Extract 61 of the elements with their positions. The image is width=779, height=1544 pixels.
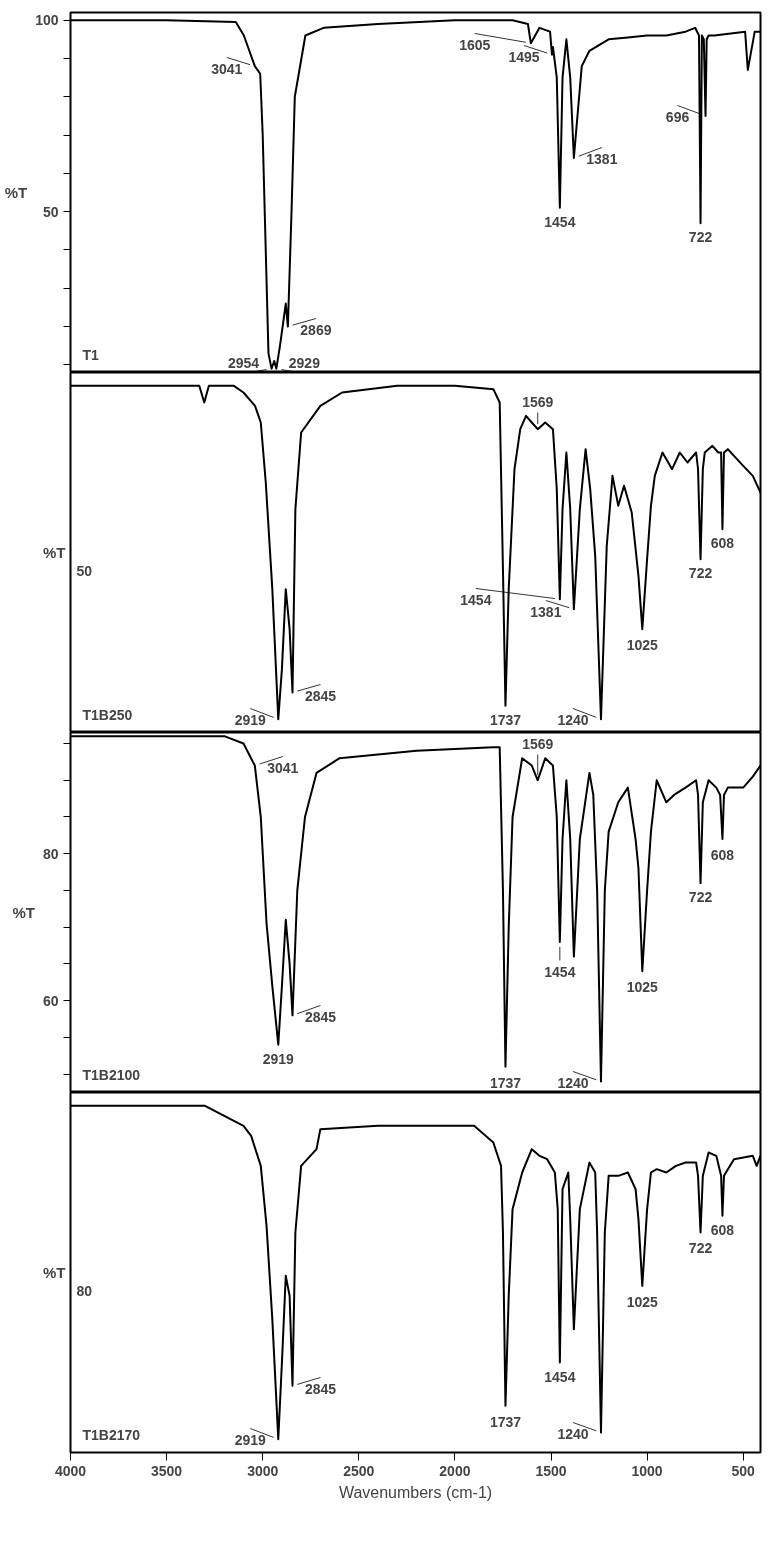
annotation: 1569 — [522, 393, 554, 410]
text: T1 — [82, 346, 100, 363]
annotation: 1025 — [626, 636, 659, 653]
annotation: 3041 — [211, 60, 243, 77]
annotation: 2919 — [234, 1431, 267, 1448]
annotation: 80 — [76, 1282, 93, 1299]
annotation: 1737 — [489, 711, 522, 728]
annotation: 1454 — [544, 213, 576, 230]
annotation: 1240 — [557, 1425, 589, 1442]
annotation: 1454 — [460, 591, 492, 608]
x-tick-label: 1000 — [631, 1462, 663, 1479]
y-tick-label: 80 — [42, 845, 59, 862]
y-tick-label: 50 — [42, 203, 59, 220]
annotation: 1240 — [557, 711, 589, 728]
annotation: 1737 — [489, 1413, 522, 1430]
x-tick-label: 4000 — [54, 1462, 87, 1479]
annotation: 2845 — [304, 1008, 337, 1025]
x-tick-label: 1500 — [535, 1462, 567, 1479]
annotation: 2919 — [234, 711, 267, 728]
annotation: 608 — [710, 534, 735, 551]
y-axis-title: %T — [4, 184, 28, 201]
annotation: 50 — [76, 562, 93, 579]
text: T1B250 — [82, 706, 133, 723]
legend-label: T1B2100 — [82, 1066, 141, 1083]
annotation: 608 — [710, 1221, 735, 1238]
annotation: 1025 — [626, 1293, 659, 1310]
y-tick-label: 60 — [42, 992, 59, 1009]
annotation: 2919 — [262, 1050, 295, 1067]
annotation: 2869 — [300, 321, 332, 338]
annotation: 1025 — [626, 978, 659, 995]
annotation: 722 — [688, 564, 713, 581]
annotation: 608 — [710, 846, 735, 863]
x-tick-label: 3000 — [247, 1462, 279, 1479]
x-tick-label: 2500 — [343, 1462, 375, 1479]
annotation: 1454 — [544, 963, 576, 980]
x-axis-title: Wavenumbers (cm-1) — [338, 1483, 493, 1501]
y-axis-title: %T — [43, 1264, 66, 1281]
annotation: 2845 — [304, 687, 337, 704]
annotation: 722 — [688, 888, 713, 905]
annotation: 1495 — [508, 48, 540, 65]
y-axis-title: %T — [43, 544, 66, 561]
annotation: 696 — [665, 108, 690, 125]
x-tick-label: 3500 — [151, 1462, 183, 1479]
x-tick-label: 500 — [731, 1462, 756, 1479]
annotation: 1454 — [544, 1368, 576, 1385]
annotation: 722 — [688, 228, 713, 245]
annotation: 1381 — [530, 603, 562, 620]
y-axis-title: %T — [12, 904, 35, 921]
text: T1B2170 — [82, 1426, 141, 1443]
annotation: 722 — [688, 1239, 713, 1256]
x-tick-label: 2000 — [439, 1462, 471, 1479]
annotation: 2845 — [304, 1380, 337, 1397]
annotation: 1605 — [459, 36, 491, 53]
annotation: 3041 — [267, 759, 299, 776]
annotation: 1381 — [586, 150, 618, 167]
annotation: 1240 — [557, 1074, 589, 1091]
annotation: 1737 — [489, 1074, 522, 1091]
y-tick-label: 100 — [35, 12, 59, 29]
annotation: 2954 — [227, 354, 260, 371]
annotation: 1569 — [522, 735, 554, 752]
annotation: 2929 — [288, 354, 321, 371]
